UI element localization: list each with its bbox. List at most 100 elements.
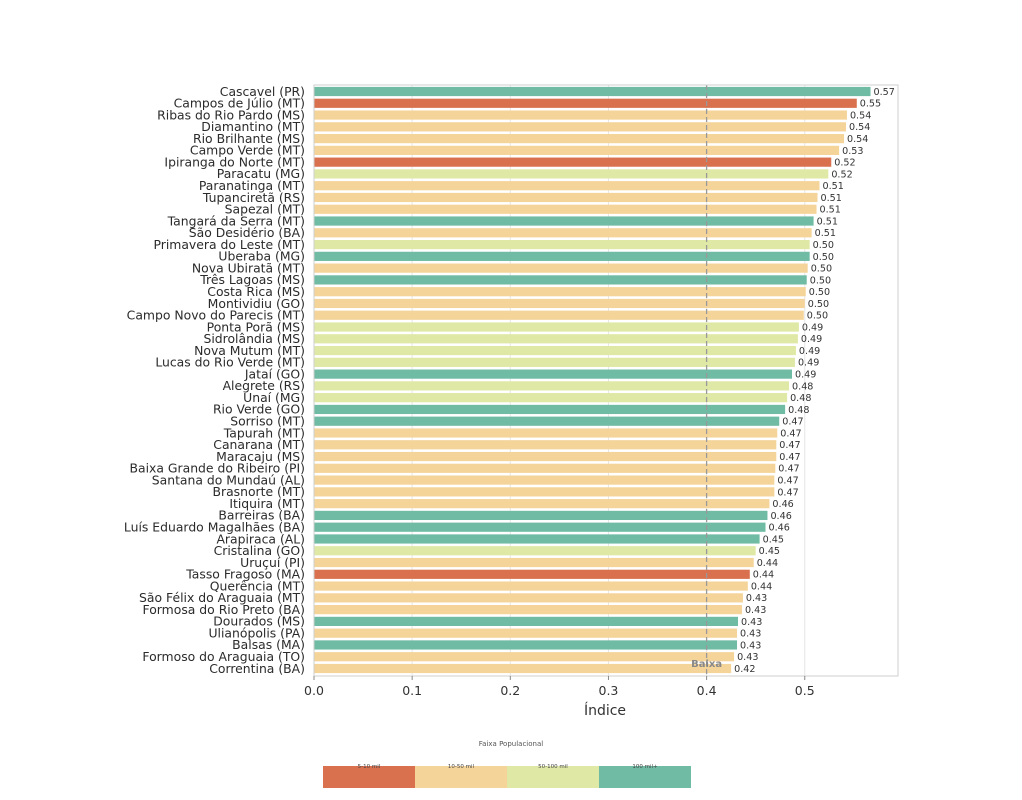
category-label: Tapurah (MT) — [223, 425, 305, 440]
x-tick-label: 0.4 — [697, 683, 717, 698]
value-label: 0.46 — [772, 499, 793, 510]
legend-item-label: 10-50 mil — [447, 764, 475, 770]
x-tick-label: 0.0 — [304, 683, 324, 698]
bar — [314, 416, 780, 426]
value-label: 0.49 — [801, 334, 822, 345]
category-label: Santana do Mundaú (AL) — [152, 472, 305, 487]
bar — [314, 181, 820, 191]
category-label: Paracatu (MG) — [217, 166, 305, 181]
bar — [314, 322, 799, 332]
category-label: Montividiu (GO) — [208, 296, 305, 311]
category-labels: Cascavel (PR)Campos de Júlio (MT)Ribas d… — [124, 84, 305, 676]
x-tick-label: 0.5 — [795, 683, 815, 698]
value-label: 0.51 — [815, 228, 836, 239]
x-tick-label: 0.2 — [500, 683, 520, 698]
bar — [314, 98, 857, 108]
value-label: 0.48 — [790, 393, 811, 404]
bar — [314, 546, 756, 556]
bar — [314, 298, 805, 309]
value-label: 0.49 — [795, 370, 816, 381]
value-label: 0.47 — [782, 417, 803, 428]
bar — [314, 287, 806, 297]
bar — [314, 169, 829, 179]
value-label: 0.55 — [860, 99, 881, 110]
category-label: Itiquira (MT) — [229, 496, 305, 511]
value-label: 0.54 — [850, 110, 871, 121]
bar — [314, 534, 760, 544]
value-label: 0.50 — [811, 264, 832, 275]
x-axis-title: Índice — [584, 702, 626, 719]
legend-item-label: 50-100 mil — [538, 764, 568, 770]
value-labels: 0.570.550.540.540.540.530.520.520.510.51… — [734, 87, 895, 675]
category-label: Rio Brilhante (MS) — [193, 131, 305, 146]
category-label: Luís Eduardo Magalhães (BA) — [124, 519, 305, 534]
bar — [314, 357, 795, 367]
bar — [314, 440, 777, 450]
category-label: Alegrete (RS) — [223, 378, 305, 393]
bar — [314, 428, 778, 438]
category-label: Nova Mutum (MT) — [194, 343, 305, 358]
value-label: 0.51 — [821, 193, 842, 204]
value-label: 0.53 — [842, 146, 863, 157]
bar — [314, 404, 786, 415]
bar — [314, 581, 748, 591]
bar — [314, 216, 814, 226]
bar — [314, 557, 754, 568]
value-label: 0.47 — [778, 464, 799, 475]
value-label: 0.45 — [763, 534, 784, 545]
value-label: 0.45 — [759, 546, 780, 557]
bar — [314, 228, 812, 238]
legend-title: Faixa Populacional — [478, 740, 544, 748]
category-label: Sidrolândia (MS) — [203, 331, 305, 346]
category-label: Baixa Grande do Ribeiro (PI) — [130, 461, 305, 476]
category-label: Tangará da Serra (MT) — [167, 213, 305, 228]
category-label: Campo Novo do Parecis (MT) — [127, 308, 305, 323]
bar — [314, 110, 847, 120]
legend-item-label: 100 mil+ — [632, 764, 658, 770]
bar — [314, 204, 817, 214]
value-label: 0.44 — [751, 581, 772, 592]
bar — [314, 381, 790, 391]
category-label: Diamantino (MT) — [201, 119, 305, 134]
value-label: 0.48 — [788, 405, 809, 416]
value-label: 0.47 — [780, 428, 801, 439]
category-label: Formoso do Araguaia (TO) — [142, 649, 305, 664]
legend-item-label: 5-10 mil — [357, 764, 381, 770]
bar — [314, 652, 735, 662]
value-label: 0.47 — [779, 440, 800, 451]
value-label: 0.43 — [746, 593, 767, 604]
category-label: Tasso Fragoso (MA) — [185, 567, 305, 582]
bar — [314, 263, 808, 273]
category-label: Unaí (MG) — [243, 390, 305, 405]
x-ticks: 0.0 0.1 0.2 0.3 0.4 0.5 — [304, 676, 815, 698]
bar — [314, 345, 796, 356]
value-label: 0.46 — [768, 523, 789, 534]
value-label: 0.43 — [737, 652, 758, 663]
legend-item: 10-50 mil — [415, 764, 507, 788]
bar — [314, 122, 846, 132]
value-label: 0.47 — [777, 487, 798, 498]
bar — [314, 499, 770, 509]
bar — [314, 334, 798, 344]
category-label: São Félix do Araguaia (MT) — [139, 590, 305, 605]
value-label: 0.50 — [807, 311, 828, 322]
legend-item: 5-10 mil — [323, 764, 415, 788]
category-label: Uruçuí (PI) — [240, 555, 305, 570]
category-label: Sorriso (MT) — [230, 414, 305, 429]
value-label: 0.44 — [753, 570, 774, 581]
value-label: 0.49 — [798, 358, 819, 369]
category-label: Tupanciretã (RS) — [202, 190, 305, 205]
value-label: 0.43 — [740, 629, 761, 640]
category-label: Ulianópolis (PA) — [208, 625, 305, 640]
legend-item: 100 mil+ — [599, 764, 691, 788]
bar — [314, 134, 845, 144]
category-label: Brasnorte (MT) — [212, 484, 305, 499]
value-label: 0.51 — [820, 205, 841, 216]
category-label: Costa Rica (MS) — [207, 284, 305, 299]
category-label: Ipiranga do Norte (MT) — [164, 154, 305, 169]
category-label: Maracaju (MS) — [216, 449, 305, 464]
bar — [314, 522, 766, 532]
value-label: 0.42 — [734, 664, 755, 675]
bar — [314, 616, 739, 626]
bar — [314, 192, 818, 203]
